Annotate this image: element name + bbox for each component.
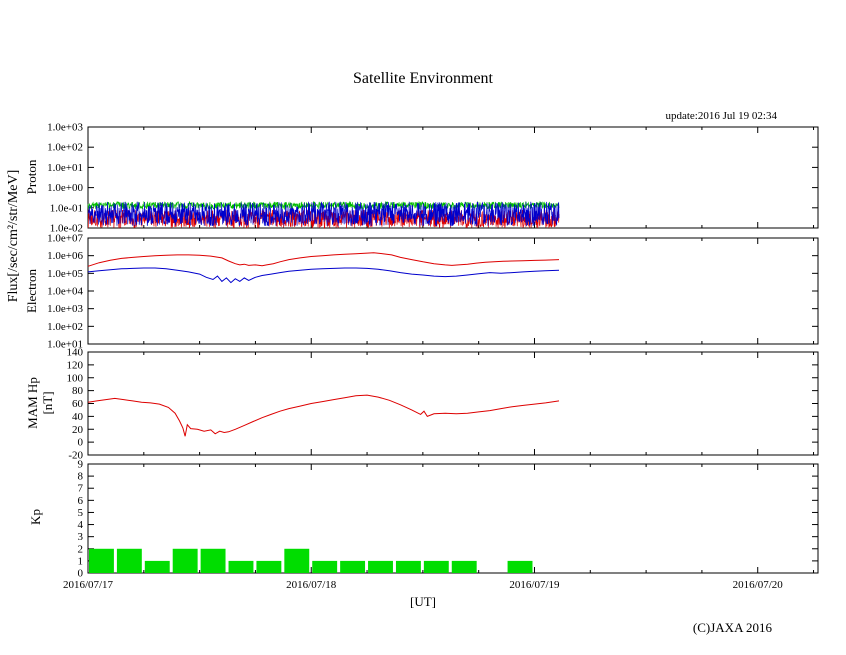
series-electron-high-channel <box>87 252 560 267</box>
kp-bar <box>340 560 366 573</box>
electron-ytick-label: 1.0e+05 <box>47 268 83 280</box>
panel-electron: 1.0e+01 1.0e+02 1.0e+03 1.0e+04 1.0e+05 1.0e+… <box>47 233 819 351</box>
kp-bar <box>256 560 282 573</box>
electron-ytick-label: 1.0e+04 <box>47 286 83 298</box>
update-timestamp: update:2016 Jul 19 02:34 <box>665 110 777 122</box>
electron-ytick-label: 1.0e+07 <box>47 233 83 245</box>
chart-title: Satellite Environment <box>353 70 493 87</box>
mam-ytick-label: 40 <box>72 411 84 423</box>
mam-ytick-label: 120 <box>67 359 84 371</box>
proton-ytick-label: 1.0e+02 <box>47 142 83 154</box>
series-mam-hp <box>87 394 560 437</box>
kp-ytick-label: 6 <box>78 495 84 507</box>
kp-ytick-label: 2 <box>78 543 84 555</box>
kp-ytick-label: 8 <box>78 471 84 483</box>
mam-ytick-label: 60 <box>72 398 84 410</box>
kp-bar <box>200 548 226 573</box>
kp-bar <box>116 548 142 573</box>
x-axis-label: [UT] <box>410 594 436 609</box>
kp-bar <box>228 560 254 573</box>
mam-ytick-label: 20 <box>72 424 84 436</box>
kp-bar <box>451 560 477 573</box>
mam-ytick-label: 0 <box>78 437 84 449</box>
xtick-label: 2016/07/20 <box>733 579 784 591</box>
kp-bar <box>172 548 198 573</box>
series-proton-channel-blue <box>87 201 560 227</box>
kp-bar <box>507 560 533 573</box>
kp-ytick-label: 4 <box>78 519 84 531</box>
kp-ytick-label: 1 <box>78 555 84 567</box>
proton-ytick-label: 1.0e-01 <box>50 202 83 214</box>
kp-bar <box>144 560 170 573</box>
electron-ytick-label: 1.0e+06 <box>47 250 83 262</box>
panel-proton: 1.0e-02 1.0e-01 1.0e+00 1.0e+01 1.0e+02 1.0e+… <box>47 122 819 235</box>
proton-ytick-label: 1.0e+03 <box>47 122 83 134</box>
mam-ytick-label: 100 <box>67 372 84 384</box>
kp-bar <box>89 548 114 573</box>
kp-bar <box>395 560 421 573</box>
kp-bar <box>423 560 449 573</box>
mam-ytick-label: 140 <box>67 347 84 359</box>
electron-ytick-label: 1.0e+01 <box>47 339 83 351</box>
copyright-text: (C)JAXA 2016 <box>692 620 772 635</box>
series-electron-low-channel <box>87 267 560 284</box>
xtick-label: 2016/07/17 <box>63 579 114 591</box>
proton-ytick-label: 1.0e+01 <box>47 162 83 174</box>
proton-ytick-label: 1.0e-02 <box>50 223 83 235</box>
electron-ytick-label: 1.0e+02 <box>47 321 83 333</box>
mam-ytick-label: 80 <box>72 385 84 397</box>
kp-ytick-label: 0 <box>78 568 84 580</box>
xtick-label: 2016/07/19 <box>509 579 560 591</box>
kp-bar <box>312 560 338 573</box>
xtick-label: 2016/07/18 <box>286 579 337 591</box>
proton-ytick-label: 1.0e+00 <box>47 182 83 194</box>
kp-ytick-label: 9 <box>78 459 84 471</box>
kp-ytick-label: 5 <box>78 507 84 519</box>
kp-bar <box>368 560 393 573</box>
electron-ytick-label: 1.0e+03 <box>47 303 83 315</box>
kp-ytick-label: 3 <box>78 531 84 543</box>
kp-bar <box>284 548 310 573</box>
kp-ytick-label: 7 <box>78 483 84 495</box>
mam-ytick-label: -20 <box>68 450 83 462</box>
